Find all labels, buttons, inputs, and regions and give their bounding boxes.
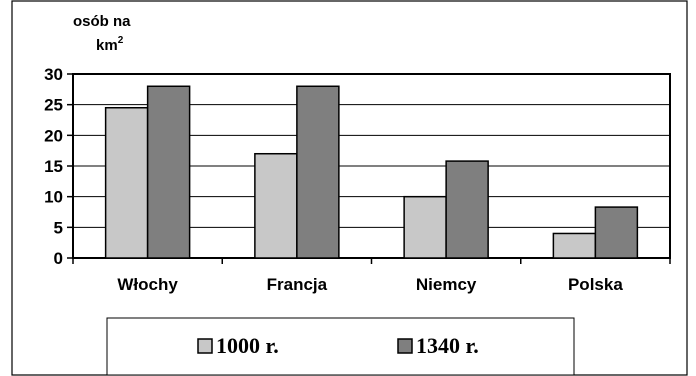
bar-series1 bbox=[104, 106, 149, 259]
y-tick-label: 0 bbox=[54, 249, 63, 268]
y-tick-label: 20 bbox=[44, 126, 63, 145]
unit-label-line2: km2 bbox=[96, 35, 124, 54]
y-tick-label: 30 bbox=[44, 65, 63, 84]
legend-label: 1340 r. bbox=[416, 333, 479, 358]
x-tick-label: Włochy bbox=[117, 275, 178, 294]
bar-series1 bbox=[403, 195, 447, 259]
legend-swatch bbox=[197, 338, 213, 354]
bar-series2 bbox=[445, 160, 489, 259]
bar-series1 bbox=[254, 152, 298, 259]
y-axis-ticks: 0 5 10 15 20 25 30 bbox=[44, 65, 73, 268]
x-tick-label: Niemcy bbox=[416, 275, 477, 294]
unit-label-km: km bbox=[96, 37, 118, 54]
legend-box bbox=[106, 317, 575, 376]
unit-label-superscript: 2 bbox=[118, 35, 124, 46]
legend-label: 1000 r. bbox=[216, 333, 279, 358]
y-tick-label: 5 bbox=[54, 218, 63, 237]
bar-series2 bbox=[296, 85, 340, 259]
x-tick-label: Francja bbox=[267, 275, 328, 294]
unit-label-line1: osób na bbox=[73, 13, 131, 30]
x-tick-label: Polska bbox=[568, 275, 623, 294]
x-axis-ticks: Włochy Francja Niemcy Polska bbox=[72, 258, 671, 294]
y-tick-label: 10 bbox=[44, 188, 63, 207]
y-tick-label: 25 bbox=[44, 96, 63, 115]
bar-series2 bbox=[146, 85, 191, 259]
y-tick-label: 15 bbox=[44, 157, 63, 176]
legend: 1000 r. 1340 r. bbox=[106, 317, 575, 376]
bar-series1 bbox=[552, 232, 597, 259]
legend-swatch bbox=[397, 338, 413, 354]
bars bbox=[104, 85, 639, 259]
bar-series2 bbox=[594, 206, 639, 259]
